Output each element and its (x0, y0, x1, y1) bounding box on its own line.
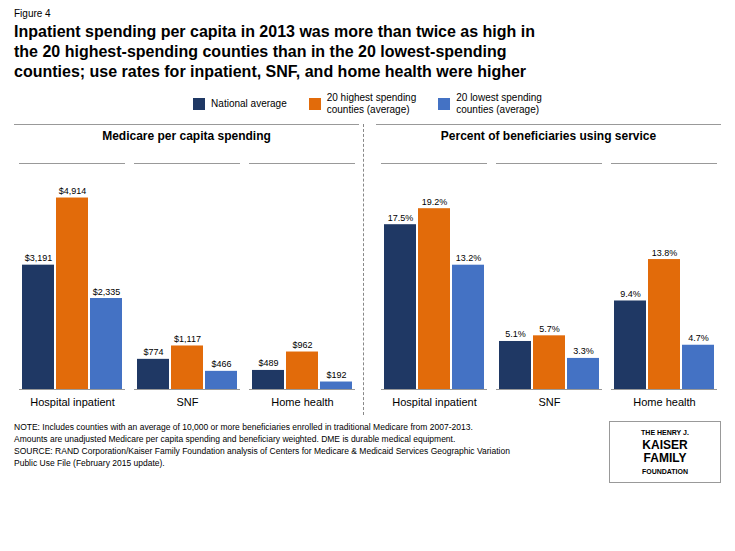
svg-text:Home health: Home health (271, 396, 333, 408)
svg-text:5.7%: 5.7% (539, 324, 560, 334)
html-text:FOUNDATION: FOUNDATION (641, 468, 689, 475)
svg-text:Hospital inpatient: Hospital inpatient (30, 396, 114, 408)
svg-text:5.1%: 5.1% (505, 329, 526, 339)
svg-text:$489: $489 (258, 358, 278, 368)
html-text:THE HENRY J.: THE HENRY J. (641, 429, 689, 436)
svg-text:19.2%: 19.2% (422, 197, 448, 207)
html-text:Inpatient spending per capita: Inpatient spending per capita in 2013 wa… (14, 23, 535, 80)
svg-text:$774: $774 (143, 347, 163, 357)
html-text:Percent of beneficiaries using: Percent of beneficiaries using service (440, 129, 657, 143)
html-text:NOTE: Includes counties with a: NOTE: Includes counties with an average … (14, 422, 510, 468)
svg-text:13.2%: 13.2% (456, 253, 482, 263)
svg-text:$3,191: $3,191 (25, 253, 53, 263)
svg-text:$466: $466 (211, 359, 231, 369)
svg-text:3.3%: 3.3% (573, 346, 594, 356)
svg-text:$2,335: $2,335 (93, 287, 121, 297)
svg-text:SNF: SNF (177, 396, 199, 408)
svg-text:Home health: Home health (633, 396, 695, 408)
svg-text:SNF: SNF (539, 396, 561, 408)
html-text:FAMILY: FAMILY (643, 451, 687, 465)
html-text:20 highest spending counties (: 20 highest spending counties (average) (326, 92, 417, 115)
html-text:Medicare per capita spending: Medicare per capita spending (102, 129, 271, 143)
svg-text:Hospital inpatient: Hospital inpatient (392, 396, 476, 408)
svg-text:4.7%: 4.7% (688, 333, 709, 343)
svg-text:9.4%: 9.4% (620, 289, 641, 299)
svg-text:$962: $962 (292, 340, 312, 350)
html-text:KAISER: KAISER (642, 438, 688, 452)
svg-text:$192: $192 (326, 370, 346, 380)
svg-text:$4,914: $4,914 (59, 186, 87, 196)
html-text:Figure 4: Figure 4 (14, 8, 51, 19)
svg-text:13.8%: 13.8% (652, 248, 678, 258)
html-text:20 lowest spending counties (a: 20 lowest spending counties (average) (456, 92, 542, 115)
svg-text:$1,117: $1,117 (174, 334, 201, 344)
html-text:National average: National average (211, 98, 287, 109)
svg-text:17.5%: 17.5% (388, 213, 414, 223)
